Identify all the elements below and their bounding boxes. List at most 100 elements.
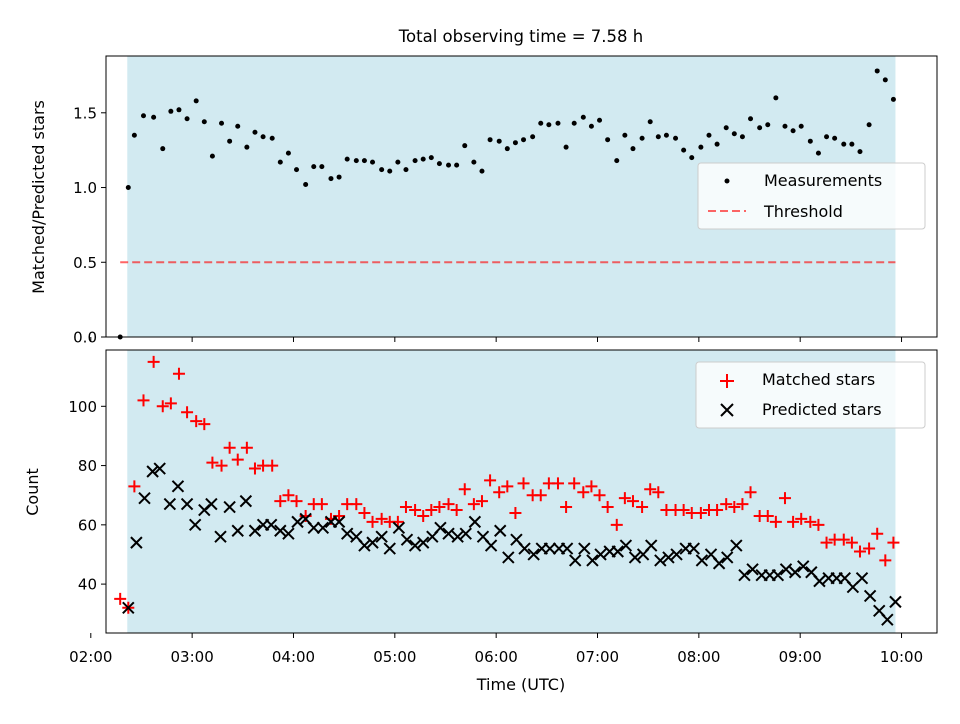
measurement-point [874,68,880,74]
matched-star-point [501,480,514,493]
matched-star-point [223,441,236,454]
predicted-star-point [291,515,304,529]
measurement-point [260,134,266,140]
measurement-point [160,146,166,152]
measurement-point [546,122,552,128]
predicted-star-point [494,524,507,537]
measurement-point [555,120,561,126]
measurement-point [344,156,350,162]
predicted-star-point [645,539,658,552]
predicted-star-point [375,530,388,543]
predicted-star-point [332,515,346,529]
measurement-point [244,144,250,150]
measurement-point [504,146,510,152]
measurement-point [353,158,359,164]
measurement-point [487,137,493,143]
predicted-star-point [560,542,574,555]
measurement-point [782,123,788,129]
matched-star-point [190,415,203,428]
measurement-point [723,125,729,131]
bottom-panel: 40 60 80 100 02:00 03:00 04:00 05:00 06:00 07:00… [23,349,938,694]
predicted-star-point [316,521,330,535]
predicted-star-point [459,527,472,540]
measurement-point [765,122,771,128]
predicted-star-point [451,530,464,543]
measurement-point [131,132,137,138]
bottom-panel-frame [105,349,938,634]
x-tick-label: 07:00 [576,648,619,666]
matched-star-point [248,462,261,475]
measurement-point [580,114,586,120]
predicted-star-point [416,536,430,549]
measurement-point [446,162,452,168]
predicted-star-point [518,542,531,555]
matched-star-point [350,498,363,511]
predicted-star-point [366,536,379,549]
bottom-panel-y-ticks: 40 60 80 100 [68,398,106,594]
matched-star-point [644,483,657,496]
matched-star-point [333,509,346,522]
measurement-point [184,116,190,122]
predicted-star-point [662,551,675,564]
matched-star-point [128,480,141,493]
measurement-point [176,107,182,113]
matched-star-point [156,400,169,413]
measurement-point [815,150,821,156]
measurement-point [614,158,620,164]
matched-star-point [484,474,497,487]
measurement-point [479,168,485,174]
predicted-star-point [746,563,759,576]
matched-star-point [560,501,573,514]
matched-star-point [467,498,480,511]
matched-star-point [137,394,150,407]
matched-star-point [744,486,757,499]
predicted-star-point [730,539,743,552]
measurement-point [361,158,367,164]
matched-star-point [399,501,412,514]
measurement-point [866,122,872,128]
predicted-star-point [771,569,785,582]
measurement-point [748,116,754,122]
predicted-star-point [619,539,633,552]
predicted-star-point [442,527,455,540]
predicted-star-point [594,548,607,561]
measurement-point [285,150,291,156]
matched-star-point [315,498,328,511]
measurement-point [798,123,804,129]
matched-star-point [417,509,430,522]
predicted-star-point [687,542,700,555]
measurement-point [125,185,131,191]
measurement-point [512,140,518,146]
matched-star-point [812,518,825,531]
matched-star-point [458,483,471,496]
predicted-star-point [153,462,166,475]
measurement-point [681,147,687,153]
matched-star-point [206,456,219,469]
x-tick-label: 06:00 [475,648,518,666]
measurement-point [698,144,704,150]
measurement-point [227,138,233,144]
measurement-point [201,119,207,125]
predicted-star-point [628,551,642,564]
measurement-point [328,176,334,182]
measurement-point [639,135,645,141]
measurement-point [219,120,225,126]
predicted-star-point [358,539,371,552]
measurement-point [370,159,376,165]
predicted-star-point [248,524,262,537]
predicted-star-point [881,613,894,626]
legend-threshold-label: Threshold [763,202,843,221]
measurement-point [689,155,695,161]
matched-star-point [863,542,876,555]
measurement-point [462,143,468,149]
top-y-tick-label: 0.5 [73,254,97,272]
measurement-point [395,159,401,165]
matched-star-point [769,515,782,528]
measurement-point [841,141,847,147]
matched-star-point [172,367,185,380]
matched-star-point [728,501,741,514]
matched-star-point [804,515,817,528]
measurement-point [294,167,300,173]
predicted-star-point [274,524,287,537]
predicted-star-point [171,480,185,493]
